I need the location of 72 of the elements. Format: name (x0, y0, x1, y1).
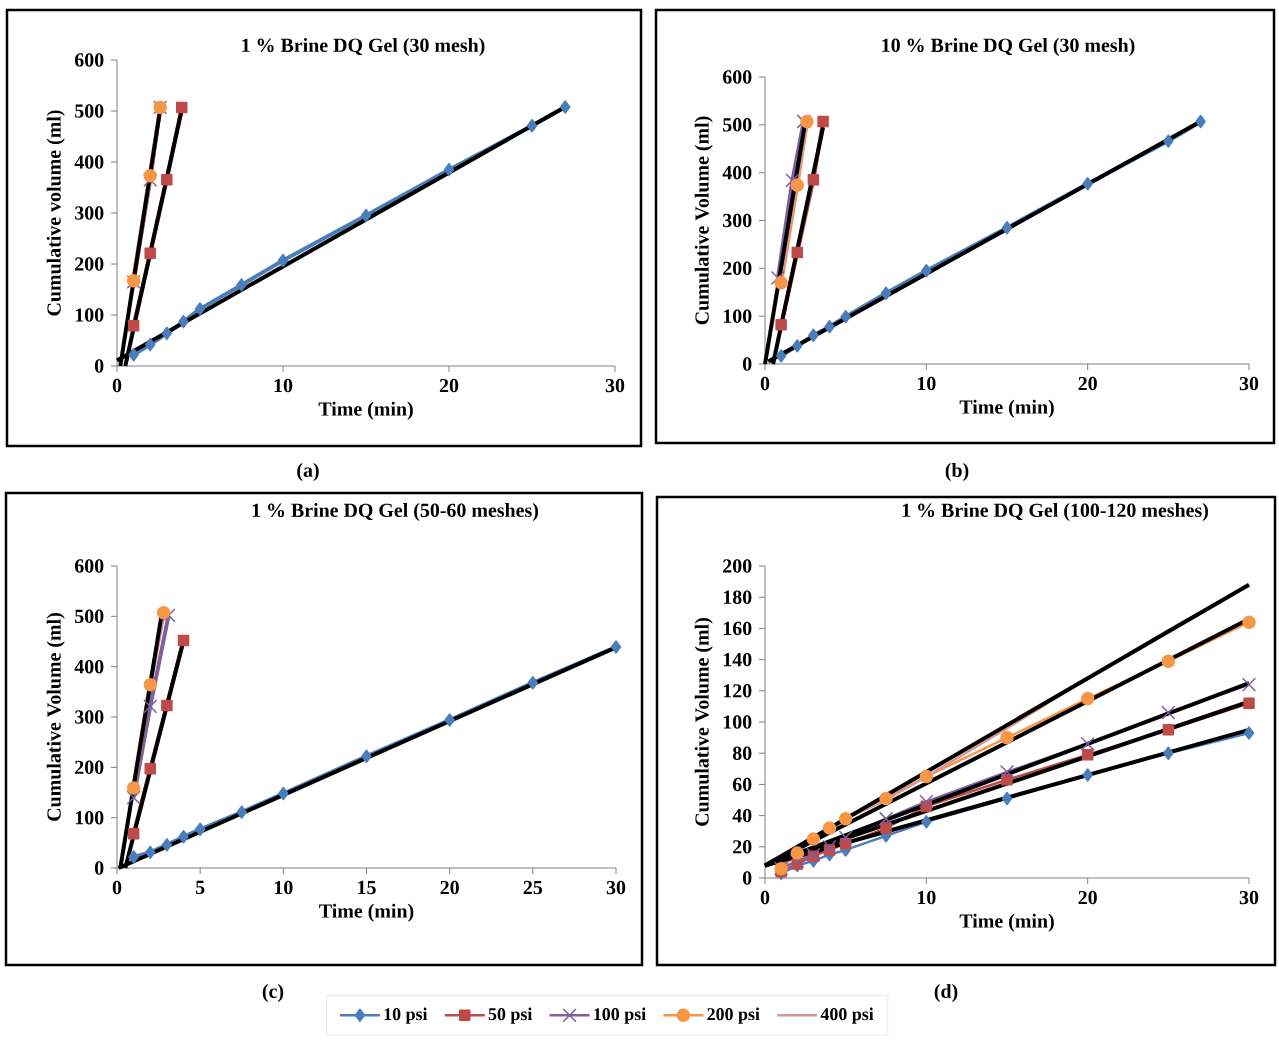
x-axis-title: Time (min) (318, 401, 413, 420)
x-axis-title: Time (min) (959, 913, 1054, 932)
y-tick-label: 60 (732, 777, 752, 792)
y-tick-label: 400 (722, 165, 752, 180)
chart-title: 10 % Brine DQ Gel (30 mesh) (882, 38, 1135, 57)
y-tick-label: 120 (723, 684, 752, 698)
x-tick-label: 20 (1078, 376, 1097, 391)
y-tick-label: 600 (722, 70, 752, 84)
y-axis-title: Cumulative volume (ml) (46, 110, 65, 316)
x-axis-title: Time (min) (319, 903, 414, 922)
y-tick-label: 180 (723, 590, 752, 604)
y-axis-title: Cumulative Volume (ml) (46, 613, 65, 821)
chart-title: 1 % Brine DQ Gel (100-120 meshes) (902, 503, 1208, 522)
x-tick-label: 25 (523, 880, 543, 895)
x-tick-label: 30 (606, 880, 626, 895)
x-tick-label: 5 (195, 880, 205, 895)
y-tick-label: 140 (723, 652, 752, 667)
x-tick-label: 0 (760, 376, 770, 391)
x-tick-label: 20 (439, 378, 459, 393)
legend-label: 50 psi (488, 1007, 533, 1024)
y-axis-title: Cumulative Volume (ml) (694, 116, 713, 325)
x-tick-label: 10 (917, 376, 936, 391)
text: (c) (262, 983, 284, 1003)
x-tick-label: 10 (274, 378, 293, 393)
y-tick-label: 300 (723, 213, 752, 228)
text: (d) (934, 983, 958, 1003)
y-tick-label: 500 (75, 104, 104, 118)
y-tick-label: 100 (723, 309, 752, 323)
y-tick-label: 200 (723, 261, 752, 276)
legend-label: 10 psi (384, 1007, 428, 1024)
legend-label: 100 psi (594, 1007, 646, 1024)
x-tick-label: 30 (1239, 890, 1259, 905)
y-tick-label: 40 (732, 808, 752, 823)
y-tick-label: 200 (75, 257, 104, 271)
x-tick-label: 20 (440, 880, 459, 895)
chart-title: 1 % Brine DQ Gel (50-60 meshes) (252, 503, 538, 522)
y-tick-label: 500 (723, 118, 752, 132)
y-tick-label: 80 (732, 746, 752, 760)
text: (a) (297, 462, 319, 482)
y-tick-label: 100 (75, 308, 104, 322)
y-tick-label: 600 (74, 53, 104, 67)
y-tick-label: 200 (75, 760, 104, 775)
chart-title: 1 % Brine DQ Gel (30 mesh) (242, 37, 485, 57)
y-tick-label: 400 (74, 155, 104, 169)
y-tick-label: 0 (94, 359, 104, 373)
y-tick-label: 300 (75, 206, 104, 220)
x-tick-label: 20 (1078, 890, 1097, 905)
y-tick-label: 0 (742, 871, 752, 885)
x-axis-title: Time (min) (959, 399, 1054, 418)
y-tick-label: 300 (75, 710, 104, 724)
y-tick-label: 500 (75, 609, 104, 624)
legend-label: 200 psi (707, 1007, 760, 1024)
x-tick-label: 10 (917, 890, 936, 905)
y-tick-label: 600 (74, 559, 104, 573)
x-tick-label: 10 (274, 880, 293, 895)
y-tick-label: 0 (742, 357, 752, 371)
y-tick-label: 0 (94, 861, 104, 875)
y-tick-label: 100 (75, 810, 104, 825)
x-tick-label: 0 (112, 880, 122, 895)
y-tick-label: 400 (74, 659, 104, 674)
y-axis-title: Cumulative Volume (ml) (694, 618, 713, 826)
x-tick-label: 0 (760, 890, 770, 905)
text: (b) (945, 462, 969, 482)
x-tick-label: 30 (605, 378, 625, 393)
y-tick-label: 100 (723, 715, 752, 729)
y-tick-label: 160 (723, 621, 752, 636)
x-tick-label: 30 (1239, 376, 1259, 391)
y-tick-label: 20 (733, 840, 752, 854)
y-tick-label: 200 (723, 559, 752, 573)
x-tick-label: 15 (358, 880, 376, 895)
x-tick-label: 0 (112, 378, 122, 393)
legend-label: 400 psi (820, 1007, 874, 1024)
